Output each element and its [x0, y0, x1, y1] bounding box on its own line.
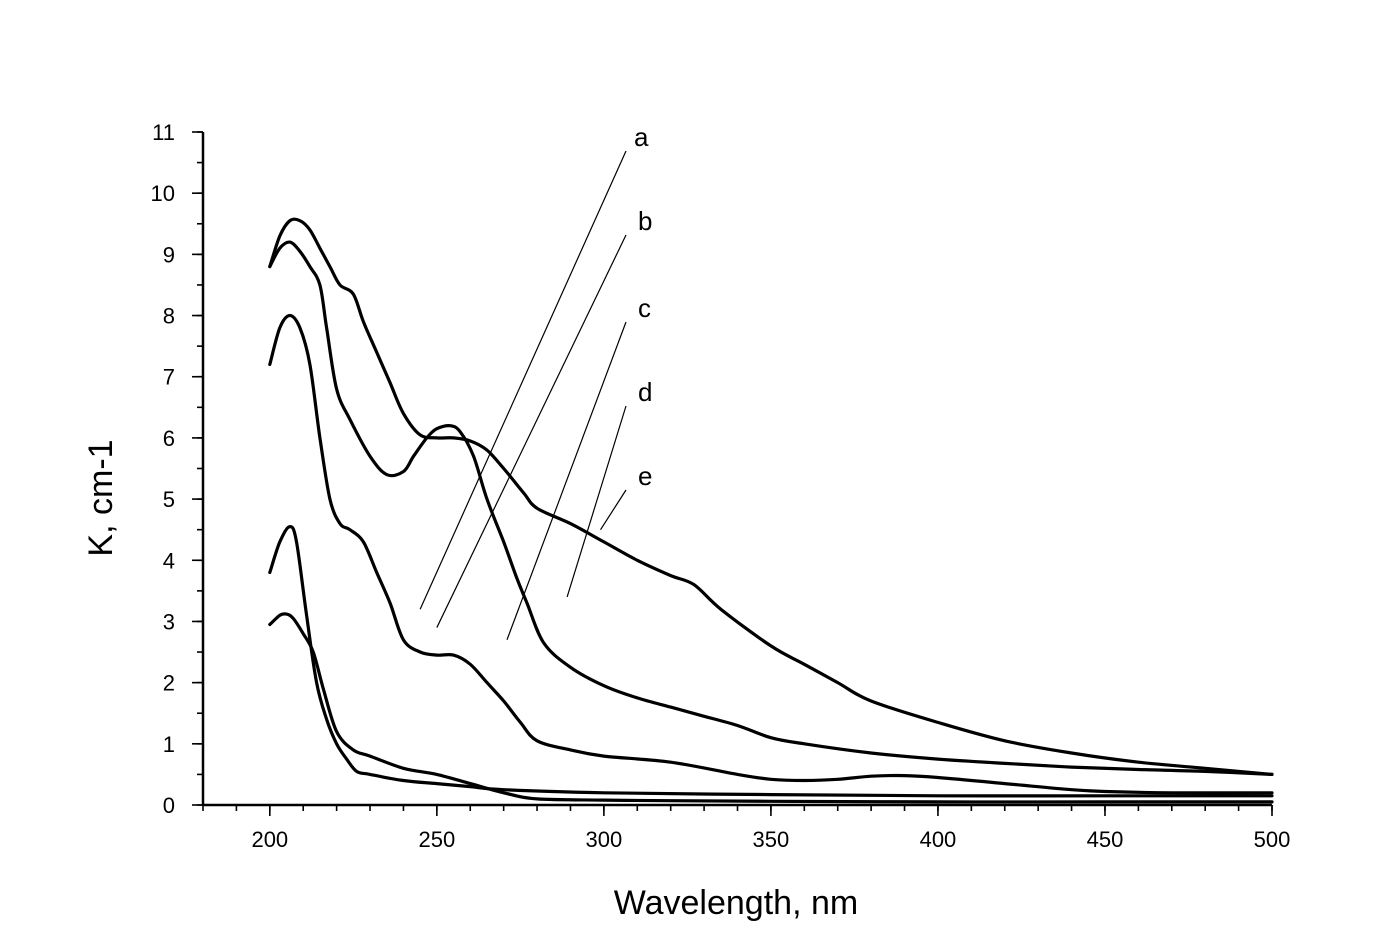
curve-e: [268, 217, 1274, 776]
y-tick-label: 5: [163, 487, 175, 512]
curve-label-leaders: [419, 150, 627, 641]
axes: 200 250 300 350 400 450 500 0 1 2 3 4 5 6 7 8 9 10 11: [151, 120, 1291, 852]
curve-label-d: d: [638, 377, 652, 407]
y-tick-label: 11: [152, 120, 175, 145]
leader-line-e: [600, 489, 627, 531]
x-tick-label: 500: [1254, 827, 1291, 852]
y-tick-label: 10: [151, 181, 175, 206]
x-tick-label: 200: [251, 827, 288, 852]
y-tick-label: 9: [163, 242, 175, 267]
curve-label-e: e: [638, 461, 652, 491]
x-tick-label: 300: [586, 827, 623, 852]
curve-label-c: c: [638, 293, 651, 323]
x-axis-title: Wavelength, nm: [614, 884, 858, 922]
leader-line-b: [436, 234, 627, 628]
leader-line-d: [566, 405, 627, 598]
y-tick-label: 0: [163, 793, 175, 818]
y-tick-label: 1: [163, 732, 175, 757]
curve-b: [268, 525, 1274, 798]
y-tick-label: 2: [163, 671, 175, 696]
x-tick-label: 350: [753, 827, 790, 852]
curve-labels: a b c d e: [634, 122, 652, 491]
curve-label-b: b: [638, 206, 652, 236]
curve-c: [268, 313, 1274, 795]
x-tick-label: 450: [1087, 827, 1124, 852]
x-tick-label: 400: [920, 827, 957, 852]
y-tick-label: 6: [163, 426, 175, 451]
curve-d: [268, 240, 1274, 776]
y-tick-label: 8: [163, 304, 175, 329]
y-tick-label: 4: [163, 548, 175, 573]
y-tick-label: 7: [163, 365, 175, 390]
curves: [268, 217, 1274, 804]
curve-label-a: a: [634, 122, 649, 152]
leader-line-c: [506, 321, 627, 641]
curve-a: [268, 612, 1274, 804]
leader-line-a: [419, 150, 627, 610]
x-tick-label: 250: [418, 827, 455, 852]
y-axis-title: K, cm-1: [82, 439, 120, 556]
y-tick-label: 3: [163, 609, 175, 634]
